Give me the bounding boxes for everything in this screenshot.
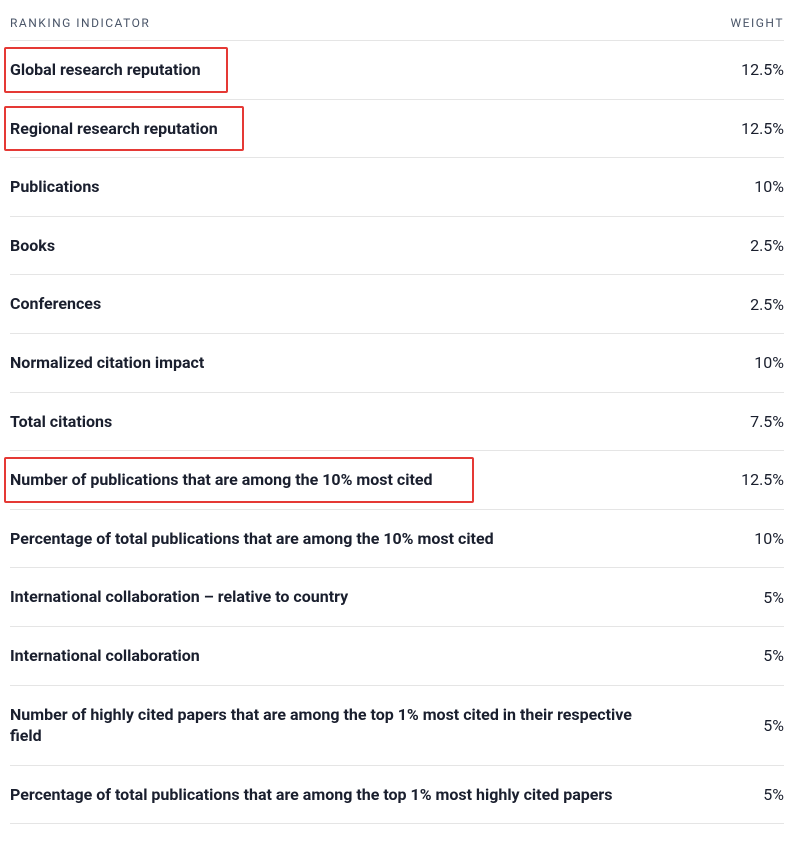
table-row: Number of highly cited papers that are a…: [10, 686, 784, 766]
weight-value: 10%: [742, 177, 784, 196]
indicator-label: Number of highly cited papers that are a…: [10, 704, 650, 747]
indicator-label: Percentage of total publications that ar…: [10, 784, 612, 806]
weight-value: 12.5%: [729, 119, 784, 138]
indicator-label: Total citations: [10, 411, 112, 433]
table-row: Normalized citation impact 10%: [10, 334, 784, 393]
weight-value: 10%: [742, 529, 784, 548]
indicator-label: Books: [10, 235, 55, 257]
indicator-label: Regional research reputation: [10, 118, 218, 140]
weight-value: 12.5%: [729, 470, 784, 489]
weight-value: 5%: [751, 588, 784, 607]
weight-value: 5%: [751, 646, 784, 665]
table-row: Conferences 2.5%: [10, 275, 784, 334]
weight-value: 5%: [751, 785, 784, 804]
indicator-label: Publications: [10, 176, 100, 198]
ranking-indicators-table: RANKING INDICATOR WEIGHT Global research…: [0, 0, 794, 824]
table-row: International collaboration 5%: [10, 627, 784, 686]
table-row: Regional research reputation 12.5%: [10, 100, 784, 159]
table-body: Global research reputation12.5%Regional …: [10, 41, 784, 824]
table-row: International collaboration – relative t…: [10, 568, 784, 627]
indicator-label: International collaboration: [10, 645, 200, 667]
header-indicator: RANKING INDICATOR: [10, 16, 150, 30]
indicator-label: Global research reputation: [10, 59, 201, 81]
indicator-label: Number of publications that are among th…: [10, 469, 433, 491]
indicator-label: Conferences: [10, 293, 101, 315]
table-row: Books 2.5%: [10, 217, 784, 276]
indicator-label: Normalized citation impact: [10, 352, 204, 374]
table-row: Percentage of total publications that ar…: [10, 510, 784, 569]
table-row: Global research reputation 12.5%: [10, 41, 784, 100]
table-row: Publications 10%: [10, 158, 784, 217]
weight-value: 2.5%: [738, 236, 784, 255]
indicator-label: International collaboration – relative t…: [10, 586, 348, 608]
weight-value: 2.5%: [738, 295, 784, 314]
weight-value: 10%: [742, 353, 784, 372]
weight-value: 7.5%: [738, 412, 784, 431]
table-row: Number of publications that are among th…: [10, 451, 784, 510]
weight-value: 12.5%: [729, 60, 784, 79]
indicator-label: Percentage of total publications that ar…: [10, 528, 494, 550]
weight-value: 5%: [751, 716, 784, 735]
table-row: Percentage of total publications that ar…: [10, 766, 784, 825]
header-weight: WEIGHT: [731, 16, 784, 30]
table-row: Total citations 7.5%: [10, 393, 784, 452]
table-header-row: RANKING INDICATOR WEIGHT: [10, 8, 784, 41]
